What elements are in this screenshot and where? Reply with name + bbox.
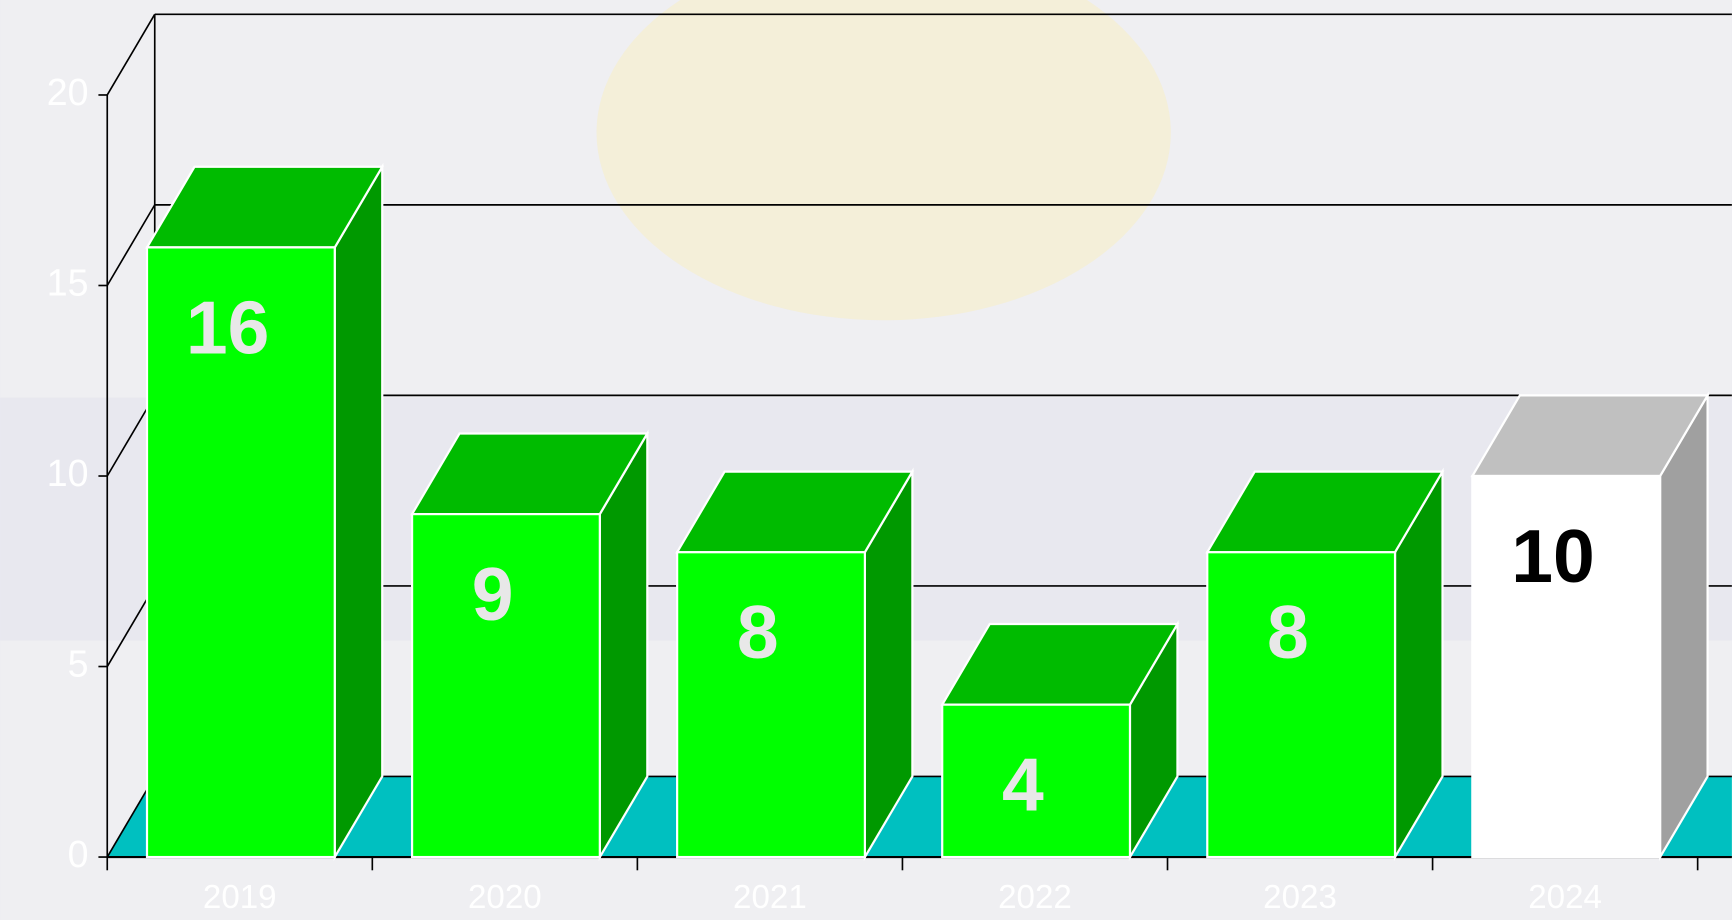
x-tick-label: 2022 (998, 879, 1072, 916)
data-label: 16 (186, 285, 270, 369)
data-label: 8 (1267, 590, 1309, 674)
y-tick-label: 5 (68, 642, 89, 684)
x-tick-label: 2020 (468, 879, 542, 916)
chart: 0 5 10 15 20 2019 16 2020 9 2021 8 2022 4 2023 8 2024 10 (0, 0, 1732, 920)
data-label: 4 (1002, 743, 1044, 827)
x-tick-label: 2021 (733, 879, 807, 916)
data-label: 9 (472, 552, 514, 636)
y-tick-label: 0 (68, 833, 89, 875)
y-tick-label: 15 (47, 261, 89, 303)
x-tick-label: 2023 (1263, 879, 1337, 916)
y-tick-label: 20 (47, 71, 89, 113)
data-label: 10 (1511, 514, 1595, 598)
x-tick-label: 2024 (1528, 879, 1602, 916)
data-label: 8 (737, 590, 779, 674)
y-tick-label: 10 (47, 452, 89, 494)
x-tick-label: 2019 (203, 879, 277, 916)
bar-side (335, 167, 382, 857)
page: {"chart_data": {"type": "bar3d", "catego… (0, 0, 1732, 920)
